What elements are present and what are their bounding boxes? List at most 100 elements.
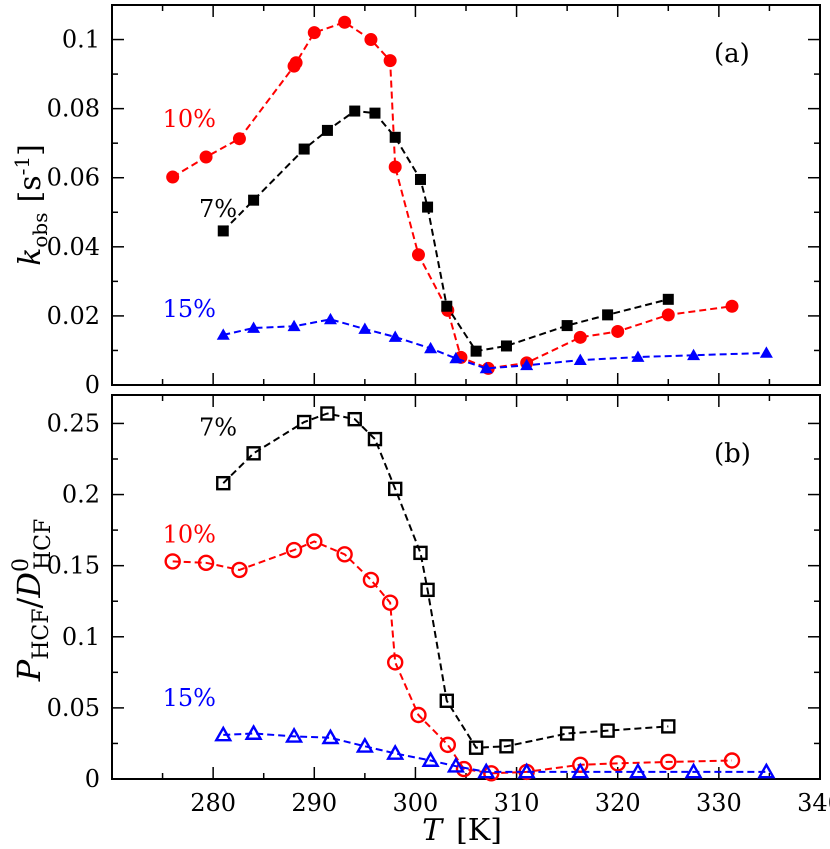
data-point-15%	[388, 330, 402, 342]
series-line-15%	[223, 732, 767, 773]
data-point-10%	[455, 760, 473, 778]
data-point-7%	[369, 107, 381, 119]
data-point-15%	[216, 328, 230, 340]
data-point-10%	[164, 553, 181, 570]
data-point-15%	[479, 361, 493, 374]
data-point-7%	[321, 124, 333, 136]
data-point-15%	[687, 348, 701, 361]
series-label-7%: 7%	[199, 414, 237, 442]
data-point-15%	[386, 743, 405, 760]
data-point-15%	[628, 762, 648, 779]
data-point-10%	[609, 755, 626, 772]
data-point-10%	[573, 330, 587, 344]
y-tick-label: 0.04	[47, 233, 100, 261]
data-point-15%	[321, 728, 340, 745]
series-label-15%: 15%	[163, 684, 216, 712]
data-point-10%	[289, 56, 303, 70]
data-point-10%	[411, 248, 425, 262]
data-point-15%	[449, 351, 463, 364]
data-point-15%	[477, 762, 496, 779]
data-point-15%	[684, 762, 703, 779]
data-point-7%	[470, 345, 482, 357]
y-tick-label: 0.1	[62, 623, 100, 651]
y-tick-label: 0.25	[47, 409, 100, 437]
data-point-10%	[661, 308, 675, 322]
ylabel-a-unit-open: [s	[13, 175, 48, 202]
data-point-10%	[439, 736, 456, 754]
data-point-15%	[355, 736, 374, 753]
data-point-7%	[217, 225, 229, 237]
data-point-7%	[441, 300, 453, 312]
panel-a-letter: (a)	[714, 39, 750, 69]
y-tick-label: 0.15	[47, 552, 100, 580]
ylabel-b-d-sub: HCF	[31, 519, 56, 570]
data-point-10%	[483, 765, 500, 782]
series-line-15%	[223, 318, 767, 370]
data-point-15%	[287, 319, 301, 332]
data-point-10%	[285, 541, 303, 559]
data-point-7%	[296, 414, 312, 430]
data-point-15%	[323, 312, 337, 325]
data-point-7%	[500, 340, 512, 352]
data-point-7%	[347, 411, 362, 427]
data-point-10%	[388, 160, 402, 174]
data-point-15%	[284, 726, 304, 743]
data-point-15%	[631, 350, 645, 362]
data-point-7%	[216, 475, 231, 491]
ylabel-a-sub: obs	[28, 213, 52, 248]
x-tick-label: 330	[696, 789, 742, 817]
x-tick-label: 310	[494, 789, 540, 817]
data-point-7%	[661, 719, 676, 734]
data-point-10%	[199, 150, 213, 164]
ylabel-b-d-sup: 0	[9, 558, 34, 572]
data-point-10%	[611, 324, 625, 338]
y-tick-label: 0	[85, 765, 100, 793]
data-point-7%	[602, 309, 614, 321]
data-point-10%	[383, 54, 397, 68]
data-point-7%	[422, 201, 434, 213]
data-point-10%	[387, 654, 404, 671]
panel-a-ylabel: kobs [s-1]	[10, 144, 52, 266]
x-tick-label: 280	[190, 789, 236, 817]
data-point-7%	[320, 406, 335, 421]
data-point-15%	[421, 751, 440, 767]
ylabel-a-unit-close: ]	[13, 144, 48, 156]
data-point-10%	[197, 554, 215, 572]
data-point-15%	[573, 353, 587, 366]
ylabel-b-d: D	[10, 572, 48, 599]
data-point-7%	[349, 105, 361, 117]
data-point-15%	[517, 762, 536, 779]
series-label-15%: 15%	[163, 295, 216, 323]
data-point-10%	[362, 571, 380, 589]
data-point-7%	[414, 173, 426, 185]
data-point-10%	[306, 533, 323, 550]
data-point-10%	[660, 753, 677, 771]
y-tick-label: 0.05	[47, 694, 100, 722]
data-point-10%	[410, 706, 427, 724]
data-point-7%	[420, 582, 435, 598]
data-point-15%	[424, 341, 438, 354]
data-point-15%	[244, 724, 263, 740]
data-point-7%	[246, 446, 261, 461]
panel-b-plot: 280 290 300 310 320 330 340 0 0.05 0.1 0.15 0.2 0.25…	[47, 394, 830, 817]
data-point-7%	[439, 693, 454, 708]
y-tick-label: 0.2	[62, 481, 100, 509]
data-point-10%	[166, 170, 180, 184]
series-label-7%: 7%	[199, 195, 237, 223]
y-tick-label: 0.08	[47, 95, 100, 123]
y-tick-label: 0.06	[47, 164, 100, 192]
x-tick-label: 290	[291, 789, 337, 817]
ylabel-a-unit-sup: -1	[10, 156, 34, 175]
data-point-7%	[499, 739, 514, 754]
data-point-7%	[388, 481, 403, 497]
data-point-7%	[367, 431, 383, 447]
data-point-10%	[336, 546, 353, 563]
data-point-10%	[307, 26, 321, 40]
data-point-7%	[559, 726, 575, 741]
data-point-10%	[725, 299, 739, 313]
y-tick-label: 0.02	[47, 302, 100, 330]
panel-a-plot: 0 0.02 0.04 0.06 0.08 0.1 10% 7% 15%	[47, 4, 821, 399]
data-point-10%	[232, 132, 246, 146]
x-tick-label: 320	[595, 789, 641, 817]
